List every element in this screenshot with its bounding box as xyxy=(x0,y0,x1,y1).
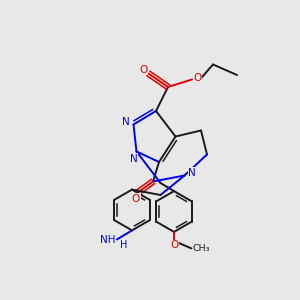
Text: O: O xyxy=(139,65,147,75)
Text: NH: NH xyxy=(100,235,116,245)
Text: N: N xyxy=(188,167,196,178)
Text: H: H xyxy=(120,240,127,250)
Text: O: O xyxy=(170,240,179,250)
Text: N: N xyxy=(122,116,130,127)
Text: O: O xyxy=(132,194,140,204)
Text: N: N xyxy=(130,154,138,164)
Text: CH₃: CH₃ xyxy=(193,244,210,253)
Text: O: O xyxy=(193,73,202,83)
